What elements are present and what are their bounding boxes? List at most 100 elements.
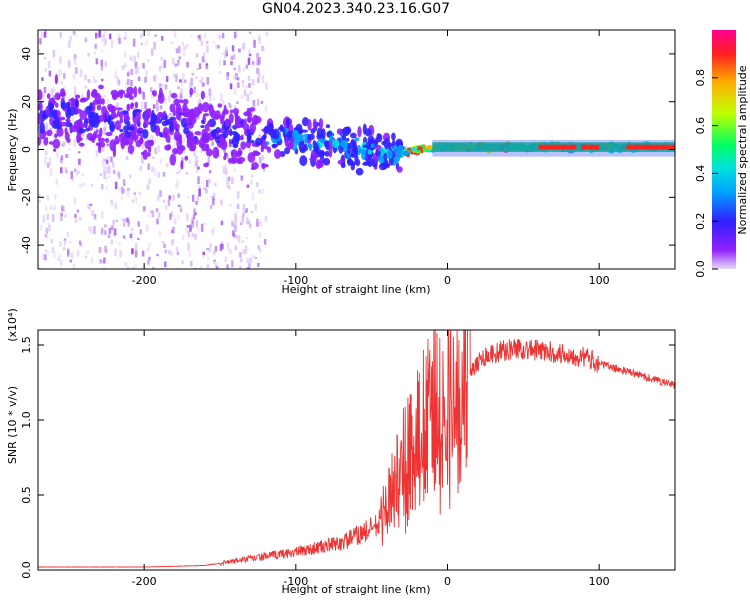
- x-tick-label: -200: [132, 274, 157, 287]
- noise-mark: [121, 187, 124, 195]
- noise-mark: [196, 90, 199, 97]
- noise-mark: [44, 57, 47, 59]
- spectral-mark: [158, 92, 165, 103]
- noise-mark: [193, 215, 196, 220]
- noise-mark: [226, 76, 229, 80]
- noise-mark: [103, 267, 106, 274]
- noise-mark: [153, 42, 156, 50]
- spectral-mark: [123, 125, 129, 132]
- noise-mark: [211, 141, 214, 146]
- noise-mark: [42, 254, 45, 260]
- noise-mark: [109, 34, 112, 40]
- noise-mark: [182, 42, 185, 46]
- noise-mark: [77, 210, 80, 213]
- spectral-mark: [176, 103, 181, 109]
- noise-mark: [104, 225, 107, 228]
- spectral-mark: [223, 131, 228, 139]
- noise-mark: [210, 91, 213, 96]
- noise-mark: [252, 255, 255, 258]
- noise-mark: [130, 234, 133, 238]
- noise-mark: [60, 81, 63, 84]
- noise-mark: [200, 266, 203, 269]
- noise-mark: [206, 248, 209, 250]
- colorbar-tick-label: 0.6: [694, 117, 707, 135]
- spectral-mark: [361, 152, 366, 160]
- snr-x-axis-title: Height of straight line (km): [281, 583, 430, 596]
- noise-mark: [114, 228, 117, 235]
- spectral-mark: [353, 145, 357, 153]
- spectral-mark: [55, 103, 59, 108]
- spectral-mark: [135, 102, 138, 109]
- noise-mark: [236, 101, 239, 104]
- noise-mark: [124, 63, 127, 68]
- spectral-mark: [201, 91, 205, 100]
- colorbar-scale: [712, 30, 736, 269]
- spectral-mark: [112, 94, 118, 98]
- spectral-peak: [627, 145, 676, 150]
- noise-mark: [233, 54, 236, 59]
- spectral-mark: [203, 113, 209, 116]
- noise-mark: [245, 208, 248, 211]
- noise-mark: [52, 214, 55, 222]
- spectral-mark: [315, 145, 319, 154]
- spectral-mark: [105, 132, 112, 136]
- noise-mark: [252, 193, 255, 201]
- noise-mark: [153, 104, 156, 108]
- y-tick-label: 20: [20, 95, 33, 109]
- spectral-mark: [193, 139, 198, 144]
- noise-mark: [183, 49, 186, 56]
- noise-mark: [132, 200, 135, 203]
- spectral-mark: [53, 149, 56, 152]
- spectral-mark: [300, 130, 308, 133]
- spectral-mark: [93, 100, 99, 105]
- spectral-mark: [78, 129, 86, 134]
- spectral-mark: [321, 150, 324, 157]
- spectral-mark: [307, 134, 310, 141]
- noise-mark: [228, 103, 231, 105]
- noise-mark: [48, 61, 51, 68]
- noise-mark: [248, 76, 251, 81]
- noise-mark: [238, 235, 241, 242]
- noise-mark: [234, 68, 237, 71]
- spectral-mark: [176, 146, 183, 155]
- noise-mark: [237, 191, 240, 199]
- noise-mark: [149, 135, 152, 138]
- spectral-mark: [229, 129, 232, 137]
- spectral-mark: [203, 163, 209, 168]
- noise-mark: [176, 247, 179, 251]
- noise-mark: [216, 266, 219, 268]
- noise-mark: [168, 96, 171, 101]
- noise-mark: [198, 35, 201, 38]
- noise-mark: [112, 162, 115, 167]
- noise-mark: [127, 266, 130, 271]
- noise-mark: [204, 33, 207, 38]
- noise-mark: [96, 58, 99, 64]
- noise-mark: [86, 251, 89, 254]
- spectral-mark: [55, 74, 58, 84]
- y-tick-label: 40: [20, 47, 33, 61]
- noise-mark: [245, 246, 248, 254]
- snr-y-axis-title: SNR (10 * v/v): [6, 386, 19, 464]
- noise-mark: [248, 83, 251, 88]
- noise-mark: [74, 168, 77, 172]
- noise-mark: [203, 269, 206, 276]
- noise-mark: [177, 252, 180, 256]
- noise-mark: [195, 161, 198, 168]
- noise-mark: [234, 169, 237, 172]
- noise-mark: [139, 192, 142, 195]
- noise-mark: [173, 141, 176, 146]
- spectral-mark: [98, 138, 106, 142]
- noise-mark: [211, 230, 214, 236]
- noise-mark: [115, 182, 118, 189]
- spectral-mark: [220, 114, 225, 125]
- spectral-mark: [61, 101, 67, 110]
- noise-mark: [119, 250, 122, 257]
- noise-mark: [255, 257, 258, 259]
- noise-mark: [44, 32, 47, 38]
- snr-ticks: -200 -100 0 100 0.0 0.5 1.0 1.5: [20, 330, 675, 588]
- noise-mark: [164, 261, 167, 267]
- noise-mark: [68, 61, 71, 68]
- spectral-mark: [252, 152, 260, 156]
- noise-mark: [87, 204, 90, 209]
- noise-mark: [193, 208, 196, 214]
